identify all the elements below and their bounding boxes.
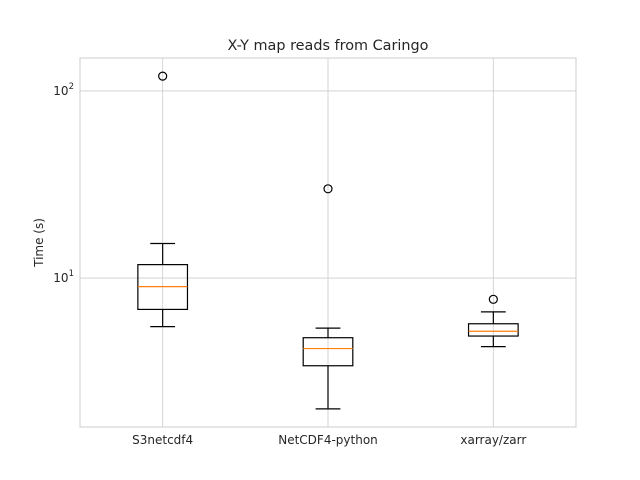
box-2 xyxy=(302,184,354,410)
chart-title: X-Y map reads from Caringo xyxy=(228,38,429,54)
x-tick-label: S3netcdf4 xyxy=(132,433,193,447)
iqr-box xyxy=(302,337,354,367)
x-tick-label: xarray/zarr xyxy=(460,433,526,447)
y-tick-base: 10 xyxy=(53,271,68,285)
plot-frame xyxy=(79,57,577,428)
outlier-point xyxy=(158,71,168,81)
box-1 xyxy=(137,71,189,328)
outlier-point xyxy=(488,294,498,304)
outlier-point xyxy=(323,184,333,194)
y-tick-exponent: 2 xyxy=(69,82,74,92)
grid-layer xyxy=(80,58,576,427)
y-tick-base: 10 xyxy=(53,84,68,98)
y-tick-label: 102 xyxy=(53,82,74,98)
box-layer xyxy=(137,71,519,410)
box-3 xyxy=(467,294,519,348)
y-axis-label: Time (s) xyxy=(32,218,46,268)
iqr-box xyxy=(467,323,519,337)
y-tick-label: 101 xyxy=(53,269,74,285)
y-tick-exponent: 1 xyxy=(69,269,74,279)
x-tick-label: NetCDF4-python xyxy=(278,433,378,447)
